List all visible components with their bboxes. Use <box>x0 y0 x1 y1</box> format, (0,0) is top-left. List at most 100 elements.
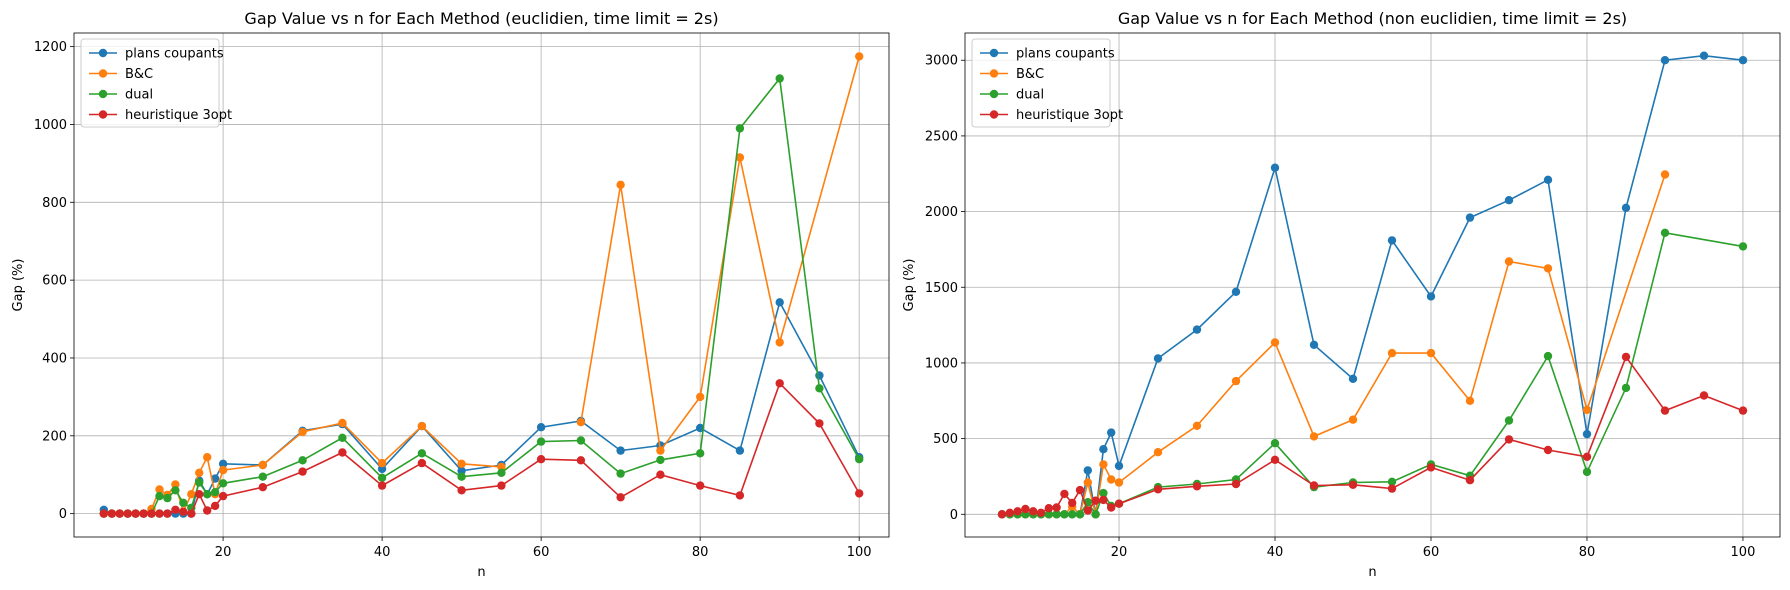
chart1-series-1-point-22 <box>1387 348 1397 358</box>
chart1-series-3-point-15 <box>1114 499 1124 508</box>
chart0-legend-label-2: dual <box>125 88 153 103</box>
chart0-series-2-point-9 <box>171 486 180 495</box>
chart1-series-0-point-21 <box>1348 374 1358 383</box>
chart0-legend-marker-3 <box>98 110 108 119</box>
chart0-series-2-point-28 <box>735 124 745 133</box>
chart1-series-2-point-27 <box>1582 467 1592 477</box>
chart1-series-1-point-19 <box>1270 338 1280 347</box>
chart0-series-2-point-7 <box>155 491 164 501</box>
chart0-legend-label-1: B&C <box>125 67 153 82</box>
chart0-series-3-point-17 <box>298 467 307 476</box>
chart0-series-2-point-13 <box>203 490 212 499</box>
chart0-series-3-point-14 <box>210 501 220 511</box>
chart1-legend-marker-2 <box>989 89 999 99</box>
chart1-series-3-point-3 <box>1021 504 1030 514</box>
chart1-series-2-point-22 <box>1387 477 1397 486</box>
chart1-ytick-label-5: 2500 <box>925 129 958 144</box>
chart1-series-0-point-22 <box>1387 236 1397 245</box>
chart1-series-3-point-12 <box>1091 496 1100 505</box>
chart0-series-2-point-19 <box>377 473 387 482</box>
chart1-series-3-point-17 <box>1192 482 1202 491</box>
chart1-series-1-point-20 <box>1309 432 1319 441</box>
chart1-series-2-point-9 <box>1068 510 1077 519</box>
chart0-series-2-point-20 <box>417 449 427 458</box>
chart1-series-2 <box>997 228 1748 519</box>
chart1-series-3-point-31 <box>1738 406 1748 415</box>
chart1-series-3-point-26 <box>1543 445 1553 455</box>
chart1-series-1-point-16 <box>1153 448 1163 457</box>
chart0-series-3-point-22 <box>497 481 506 490</box>
chart0-series-3-point-21 <box>457 486 466 495</box>
chart0-series-2 <box>99 74 864 518</box>
chart1-series-1-point-24 <box>1465 396 1475 405</box>
chart1-series-1-point-21 <box>1348 415 1358 424</box>
chart0-ytick-label-4: 800 <box>42 196 67 211</box>
chart0-xtick-label-0: 20 <box>215 545 232 560</box>
chart1-series-3-point-25 <box>1504 435 1514 444</box>
chart1-series-1-point-18 <box>1231 376 1241 386</box>
chart0-series-3-point-26 <box>656 470 665 479</box>
chart1-series-2-point-26 <box>1543 351 1553 361</box>
chart0-series-3-point-31 <box>855 489 864 498</box>
chart1-series-2-point-12 <box>1091 510 1100 519</box>
chart1-series-3-point-27 <box>1582 452 1592 461</box>
chart1-series-3-point-1 <box>1005 508 1014 517</box>
chart0-series-2-point-12 <box>195 478 204 487</box>
chart1-series-0-point-20 <box>1309 340 1319 349</box>
chart0-series-2-point-10 <box>179 498 188 507</box>
chart0-series-3-point-19 <box>377 481 387 490</box>
chart1-series-3-point-14 <box>1107 503 1116 512</box>
chart0-series-2-point-21 <box>457 472 466 481</box>
chart1-series-3-point-19 <box>1270 455 1280 464</box>
chart0-series-2-point-24 <box>576 436 586 445</box>
chart1-legend-marker-1 <box>989 69 999 78</box>
chart0-series-2-point-30 <box>815 384 824 393</box>
chart0-ytick-label-5: 1000 <box>34 118 67 133</box>
chart0-ytick-label-6: 1200 <box>34 40 67 55</box>
chart1-series-3-point-9 <box>1068 498 1077 508</box>
chart1-series-1-point-27 <box>1582 405 1592 415</box>
chart1-series-2-point-6 <box>1044 510 1054 519</box>
chart1-series-0-point-15 <box>1114 461 1124 471</box>
chart1-series-2-point-7 <box>1052 510 1061 519</box>
chart1-series-0-point-27 <box>1582 429 1592 439</box>
chart0-series-1-point-9 <box>171 480 180 489</box>
chart0-legend-label-3: heuristique 3opt <box>125 108 232 123</box>
chart0-ytick-label-0: 0 <box>59 507 67 522</box>
chart0-series-3-point-8 <box>163 509 172 518</box>
chart0-ylabel: Gap (%) <box>11 259 26 312</box>
chart0-series-1-point-21 <box>457 459 466 468</box>
chart0-series-2-point-22 <box>497 468 506 477</box>
chart0-series-2-point-26 <box>656 455 665 465</box>
chart0-series-3-point-27 <box>696 481 705 490</box>
chart1-series-2-point-19 <box>1270 439 1280 448</box>
chart1-series-2-point-29 <box>1660 228 1670 237</box>
chart1-series-3-point-7 <box>1052 503 1061 512</box>
chart1-series-3-point-30 <box>1699 391 1709 400</box>
chart1-series-1-point-25 <box>1504 257 1514 266</box>
chart0-series-2-point-14 <box>210 488 220 497</box>
chart1-series-0-point-18 <box>1231 287 1241 296</box>
chart0-series-3-point-5 <box>139 509 148 518</box>
chart0-series-1-point-20 <box>417 421 427 431</box>
chart1-series-0-point-25 <box>1504 196 1514 205</box>
chart0-series-1-point-15 <box>218 465 228 475</box>
chart1-ytick-label-2: 1000 <box>925 356 958 371</box>
chart1-xtick-label-3: 80 <box>1579 545 1596 560</box>
chart1-legend: plans coupants B&C dual heuristique 3opt <box>971 38 1123 128</box>
chart0-series-3-point-4 <box>131 509 140 518</box>
chart1-series-2-point-13 <box>1099 488 1108 498</box>
chart0-series-3-point-25 <box>616 493 625 502</box>
chart1-legend-label-0: plans coupants <box>1016 47 1115 62</box>
chart1-series-3 <box>997 352 1748 519</box>
chart1-series-3-point-13 <box>1099 495 1108 505</box>
chart1-series-0-point-23 <box>1426 292 1436 301</box>
chart0-legend-marker-0 <box>98 48 108 58</box>
chart0-series-2-point-25 <box>616 469 625 478</box>
chart0-series-3-point-28 <box>735 491 745 500</box>
chart0-series-3-point-24 <box>576 456 586 465</box>
chart1-series-0-point-24 <box>1465 213 1475 222</box>
chart0-series-1-point-18 <box>338 418 347 428</box>
